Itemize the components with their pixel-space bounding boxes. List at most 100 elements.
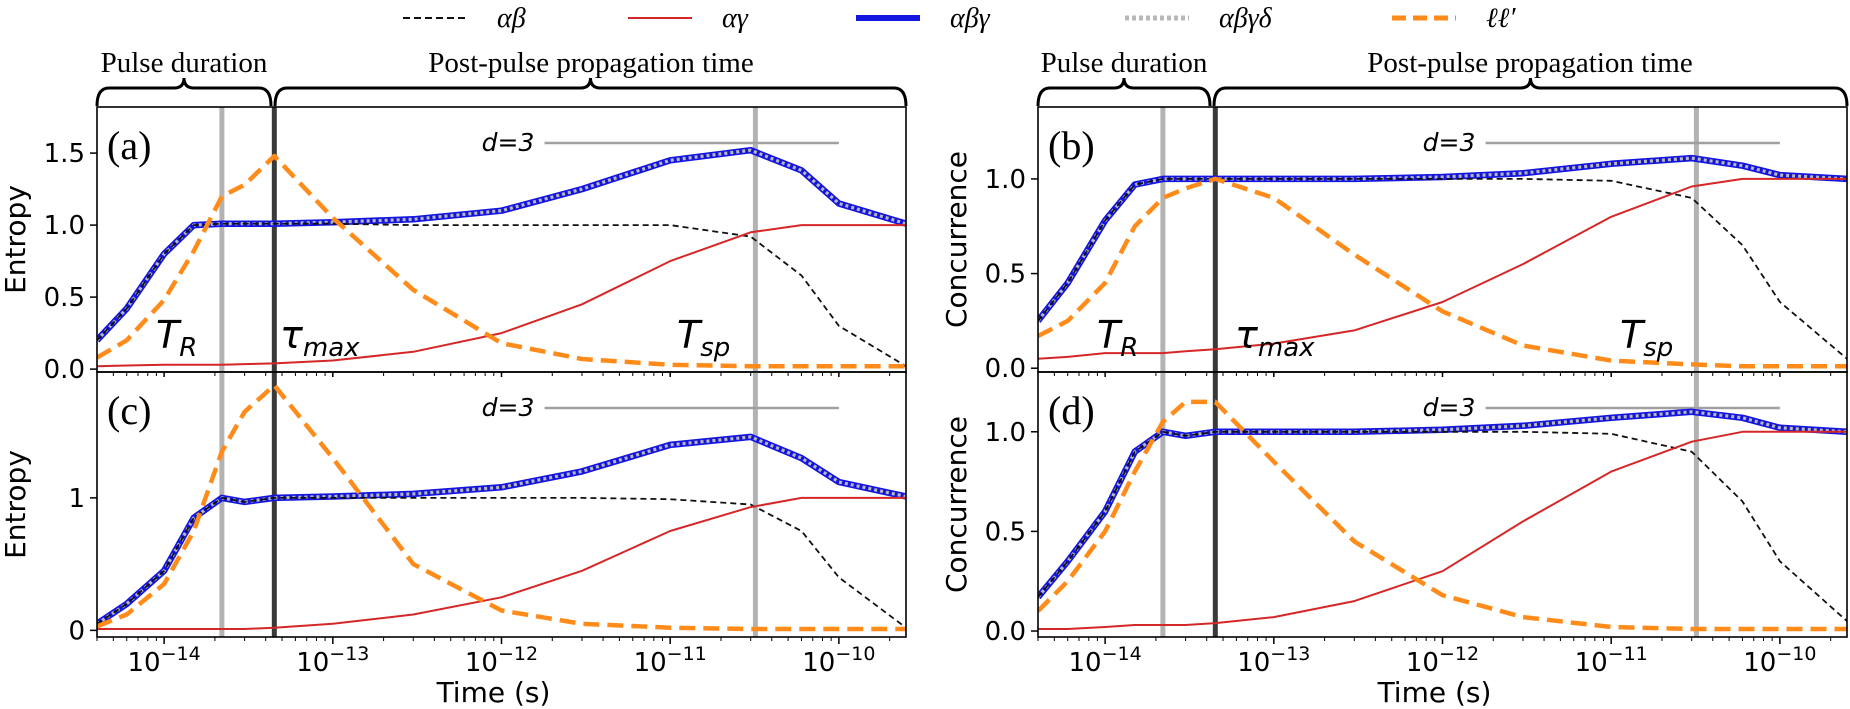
y-axis-label: Entropy — [0, 450, 32, 559]
series-line-ll — [97, 153, 906, 369]
d3-label: d=3 — [1423, 128, 1476, 157]
series-line-ab — [1038, 430, 1847, 622]
x-tick-exponent: −12 — [498, 643, 538, 665]
y-tick-label: 0.5 — [44, 283, 85, 313]
post-pulse-bracket — [1212, 77, 1849, 107]
tau-annotation-subscript: max — [303, 333, 360, 363]
tr-annotation-subscript: R — [1120, 333, 1138, 363]
x-tick-label: 10−10 — [802, 643, 875, 678]
post-pulse-label: Post-pulse propagation time — [1367, 47, 1692, 79]
x-tick-exponent: −14 — [161, 643, 201, 665]
y-tick-label: 1 — [68, 484, 85, 514]
y-tick-label: 0 — [68, 616, 85, 646]
x-tick-base: 10 — [1406, 648, 1439, 678]
x-tick-base: 10 — [634, 648, 667, 678]
plot-area — [97, 107, 906, 372]
y-tick-label: 0.0 — [44, 355, 85, 385]
series-line-ll — [1038, 176, 1847, 369]
legend-label-ag: αγ — [722, 3, 749, 34]
time-brackets: Pulse duration Post-pulse propagation tim… — [95, 47, 1849, 107]
x-tick-label: 10−12 — [1406, 643, 1479, 678]
y-tick-label: 1.0 — [44, 211, 85, 241]
legend-label-abgd: αβγδ — [1219, 3, 1273, 34]
x-tick-base: 10 — [465, 648, 498, 678]
d3-label: d=3 — [1423, 393, 1476, 422]
x-tick-label: 10−12 — [465, 643, 538, 678]
y-axis-label: Entropy — [0, 185, 32, 294]
y-tick-label: 1.0 — [985, 418, 1026, 448]
panel-label: (d) — [1048, 388, 1095, 433]
x-tick-label: 10−13 — [1237, 643, 1310, 678]
series-line-ab — [1038, 178, 1847, 360]
pulse-duration-label: Pulse duration — [101, 47, 268, 79]
x-tick-exponent: −11 — [1608, 643, 1648, 665]
tr-annotation: TR — [1097, 313, 1138, 363]
x-tick-base: 10 — [296, 648, 329, 678]
y-tick-label: 1.0 — [985, 165, 1026, 195]
x-tick-exponent: −11 — [667, 643, 707, 665]
legend: αβ αγ αβγ αβγδ ℓℓ′ — [403, 3, 1516, 34]
x-tick-exponent: −12 — [1439, 643, 1479, 665]
tsp-annotation-subscript: sp — [1643, 333, 1673, 363]
series-line-ag — [97, 496, 906, 630]
y-tick-label: 0.5 — [985, 517, 1026, 547]
x-tick-label: 10−10 — [1743, 643, 1816, 678]
x-axis-label: Time (s) — [1377, 676, 1492, 709]
x-tick-exponent: −10 — [835, 643, 875, 665]
d3-label: d=3 — [482, 128, 535, 157]
x-tick-label: 10−14 — [1069, 643, 1142, 678]
x-tick-base: 10 — [1743, 648, 1776, 678]
series-line-abgd — [97, 148, 906, 342]
x-tick-label: 10−11 — [1575, 643, 1648, 678]
x-tick-exponent: −13 — [329, 643, 369, 665]
y-tick-label: 0.0 — [985, 617, 1026, 647]
x-tick-exponent: −14 — [1102, 643, 1142, 665]
plot-area — [1038, 107, 1847, 372]
d3-label: d=3 — [482, 393, 535, 422]
legend-label-ab: αβ — [497, 3, 526, 34]
series-line-abgd — [97, 435, 906, 626]
plot-area — [97, 372, 906, 637]
y-tick-label: 1.5 — [44, 139, 85, 169]
pulse-duration-bracket — [1036, 77, 1212, 107]
series-line-ag — [1038, 177, 1847, 360]
series-line-ab — [97, 497, 906, 629]
y-axis-label: Concurrence — [940, 416, 973, 593]
series-line-ll — [97, 383, 906, 632]
post-pulse-label: Post-pulse propagation time — [428, 47, 753, 79]
legend-label-abg: αβγ — [950, 3, 991, 34]
x-tick-exponent: −10 — [1776, 643, 1816, 665]
series-line-ag — [97, 224, 906, 368]
axis-labels: Entropy Concurrence Entropy Concurrence Time… — [0, 151, 1491, 709]
tsp-annotation-subscript: sp — [700, 333, 730, 363]
tau-annotation-subscript: max — [1258, 333, 1315, 363]
post-pulse-bracket — [273, 77, 908, 107]
series-line-ag — [1038, 430, 1847, 630]
plot-area — [1038, 372, 1847, 637]
y-tick-label: 0.0 — [985, 354, 1026, 384]
x-tick-base: 10 — [802, 648, 835, 678]
series-line-ll — [1038, 399, 1847, 632]
y-axis-label: Concurrence — [940, 151, 973, 328]
pulse-duration-bracket — [95, 77, 273, 107]
x-tick-label: 10−13 — [296, 643, 369, 678]
series-line-ab — [97, 222, 906, 367]
x-axis-label: Time (s) — [436, 676, 551, 709]
panel-3: 0.00.51.010−14 10−13 10−12 10−11 10−10(d) d=3 — [985, 371, 1848, 678]
pulse-duration-label: Pulse duration — [1041, 47, 1208, 79]
x-tick-base: 10 — [1237, 648, 1270, 678]
x-tick-exponent: −13 — [1270, 643, 1310, 665]
x-tick-base: 10 — [1069, 648, 1102, 678]
panel-label: (c) — [107, 388, 151, 433]
legend-label-ll: ℓℓ′ — [1486, 3, 1516, 34]
panel-label: (a) — [107, 123, 151, 168]
panel-label: (b) — [1048, 123, 1095, 168]
x-tick-label: 10−11 — [634, 643, 707, 678]
x-tick-base: 10 — [1575, 648, 1608, 678]
x-tick-base: 10 — [128, 648, 161, 678]
x-tick-label: 10−14 — [128, 643, 201, 678]
